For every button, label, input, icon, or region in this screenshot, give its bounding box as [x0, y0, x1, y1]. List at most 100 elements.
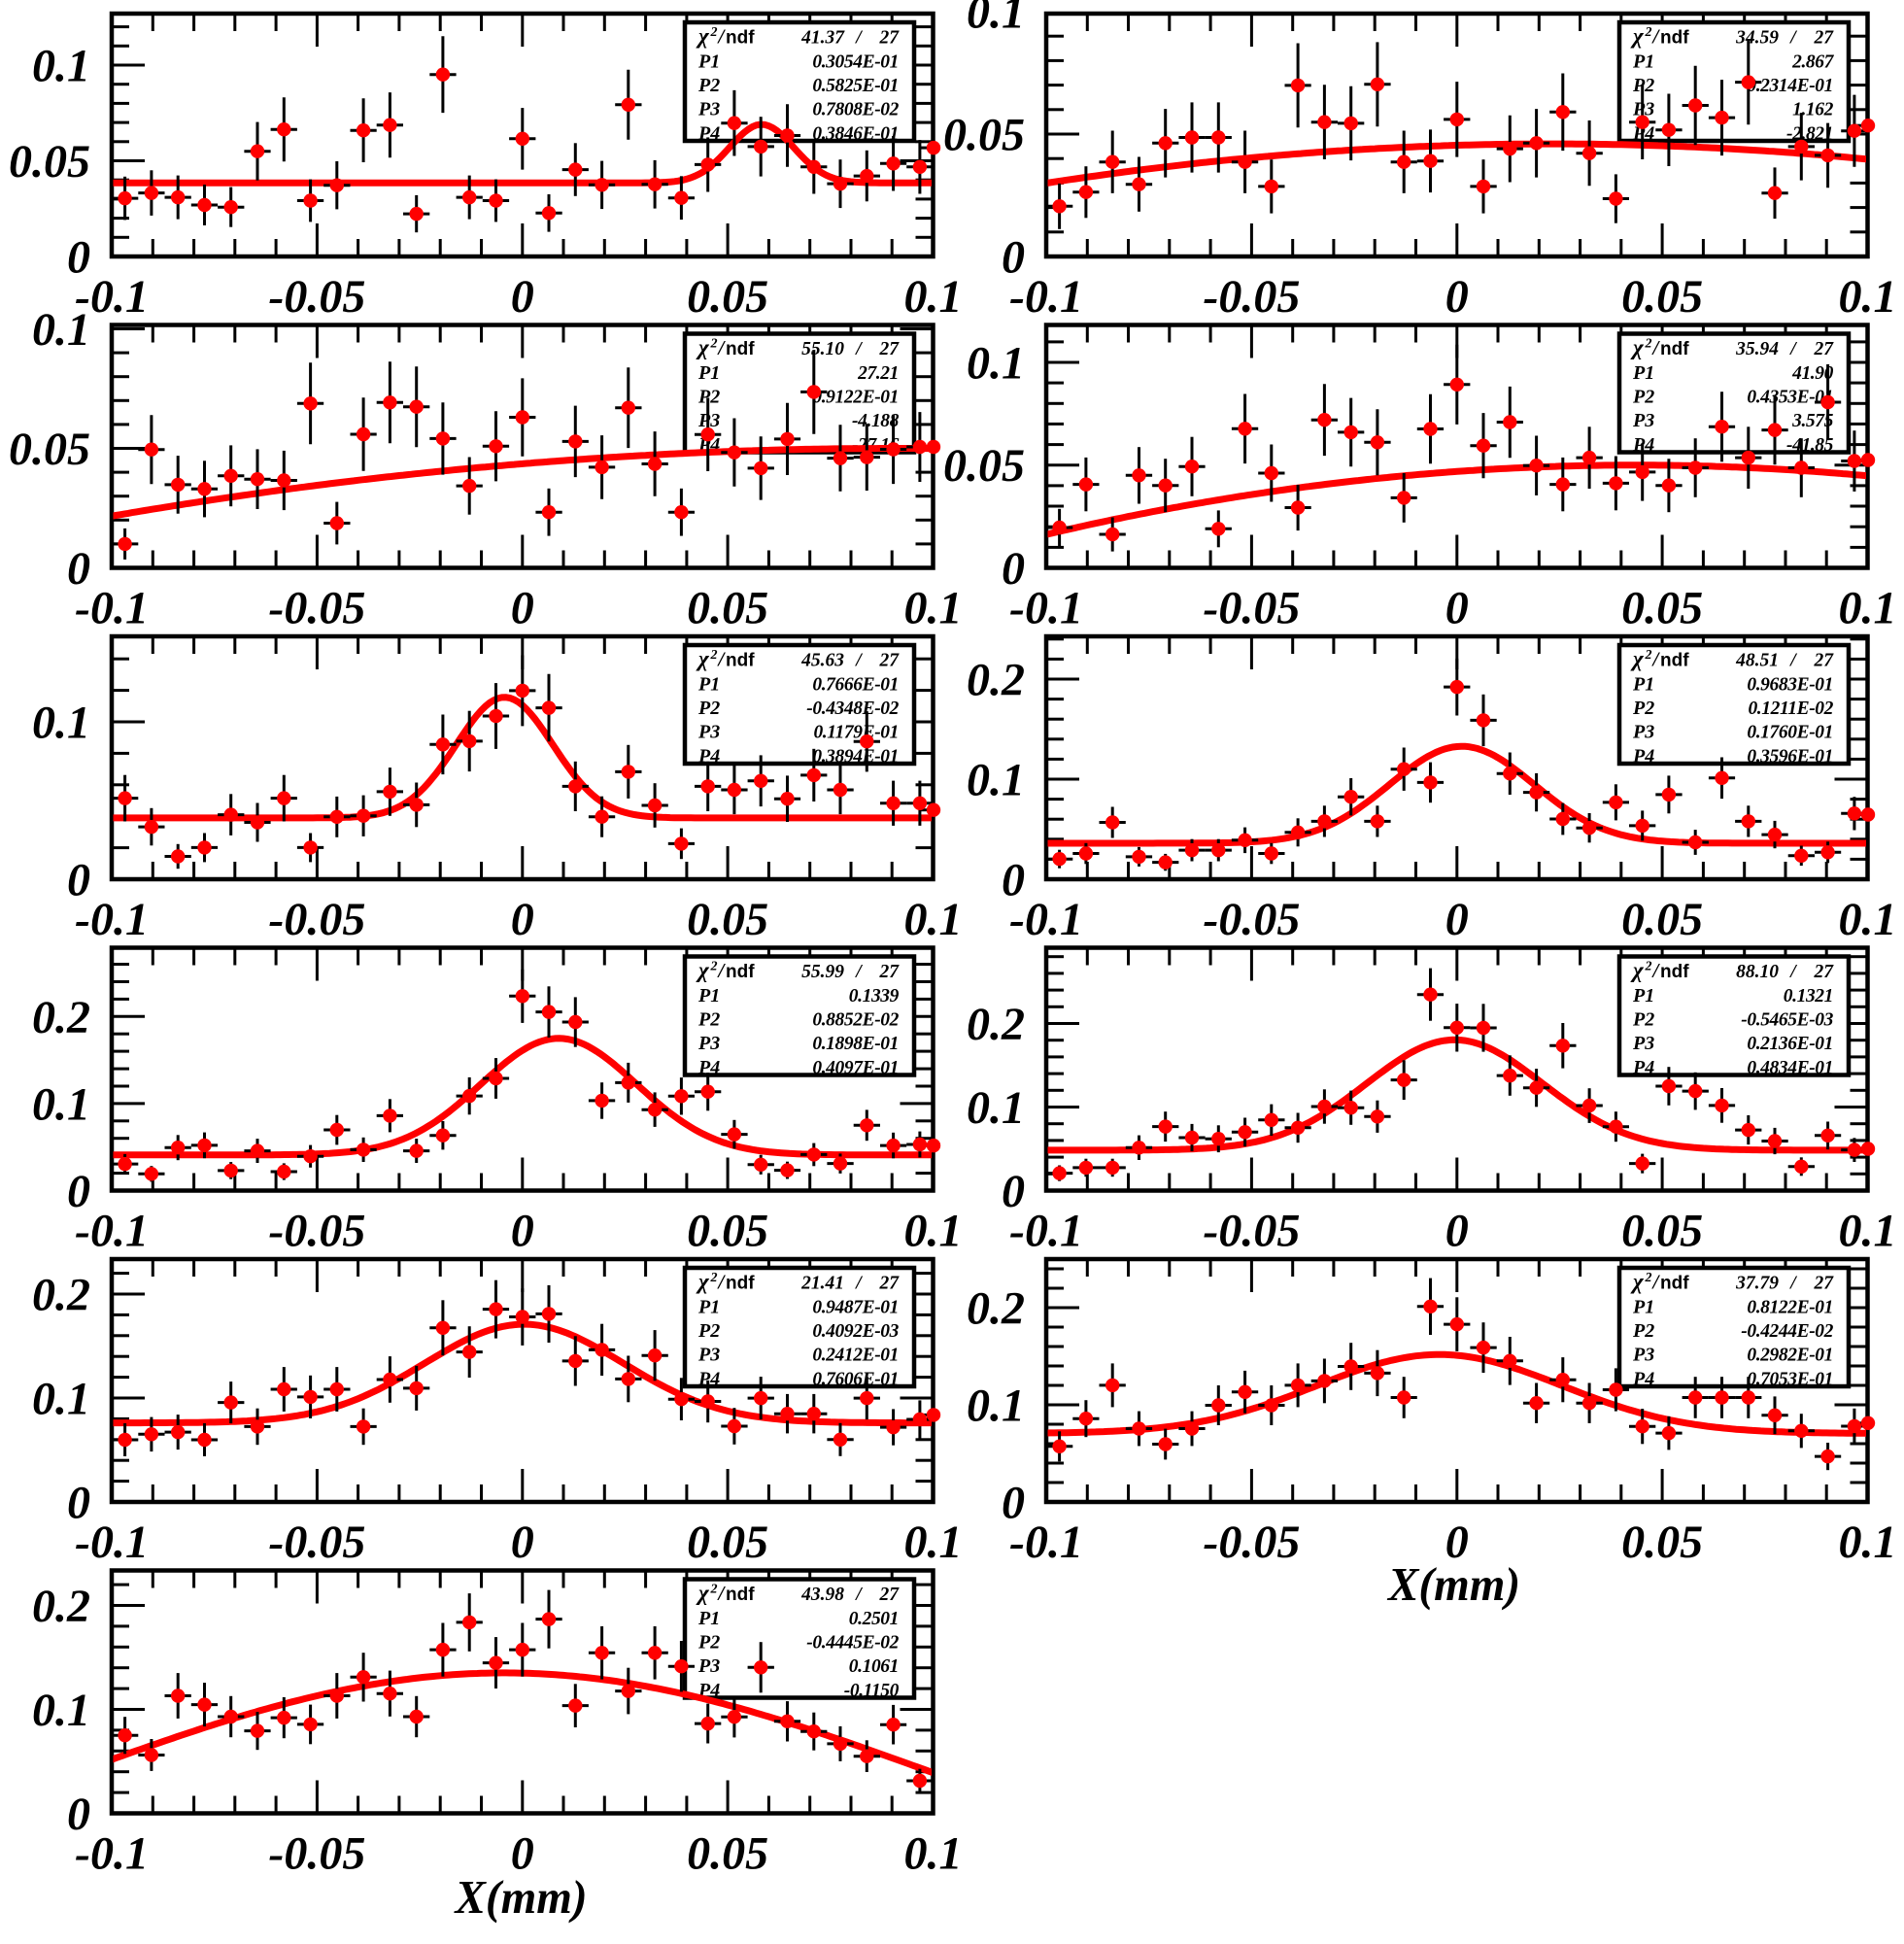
svg-text:55.99: 55.99	[801, 962, 844, 982]
svg-text:P1: P1	[697, 1296, 720, 1317]
svg-text:P4: P4	[1632, 745, 1654, 767]
svg-text:-0.5465E-03: -0.5465E-03	[1741, 1010, 1833, 1031]
svg-text:P2: P2	[1632, 698, 1654, 719]
svg-text:ndf: ndf	[726, 28, 755, 49]
svg-text:0: 0	[511, 1517, 534, 1568]
svg-text:0.1: 0.1	[904, 894, 963, 945]
svg-text:/: /	[854, 651, 863, 671]
svg-text:35.94: 35.94	[1735, 339, 1779, 359]
svg-text:27: 27	[1814, 1274, 1835, 1294]
svg-text:/: /	[1788, 28, 1797, 49]
svg-text:0.2: 0.2	[967, 655, 1025, 706]
svg-text:ndf: ndf	[1660, 28, 1689, 49]
svg-text:0.2: 0.2	[32, 992, 90, 1043]
svg-text:2: 2	[710, 1583, 718, 1597]
svg-text:0.2: 0.2	[967, 1283, 1025, 1335]
svg-text:0.05: 0.05	[687, 583, 768, 634]
svg-text:37.79: 37.79	[1735, 1274, 1779, 1294]
svg-text:0: 0	[1002, 1166, 1025, 1217]
svg-text:-0.4445E-02: -0.4445E-02	[806, 1633, 899, 1654]
svg-text:0.1: 0.1	[1839, 271, 1897, 323]
svg-text:0.2: 0.2	[967, 999, 1025, 1050]
svg-text:P1: P1	[697, 362, 720, 384]
svg-text:0: 0	[1002, 543, 1025, 595]
svg-text:-0.05: -0.05	[1203, 1206, 1300, 1257]
svg-text:0.2501: 0.2501	[849, 1609, 899, 1629]
svg-text:2: 2	[1645, 337, 1652, 352]
svg-text:P1: P1	[1632, 985, 1654, 1006]
svg-text:/: /	[717, 25, 727, 49]
svg-text:0.3596E-01: 0.3596E-01	[1747, 746, 1833, 767]
svg-text:0.3054E-01: 0.3054E-01	[812, 51, 899, 72]
svg-text:0.7666E-01: 0.7666E-01	[812, 674, 899, 695]
svg-text:27: 27	[879, 962, 901, 982]
svg-text:0.05: 0.05	[687, 894, 768, 945]
svg-text:2: 2	[1645, 25, 1652, 40]
svg-text:27: 27	[1814, 962, 1835, 982]
svg-text:0: 0	[511, 271, 534, 323]
svg-text:/: /	[854, 28, 863, 49]
svg-text:-0.1: -0.1	[1009, 271, 1083, 323]
svg-text:-0.1: -0.1	[75, 271, 149, 323]
svg-text:27: 27	[1814, 651, 1835, 671]
svg-text:0.1211E-02: 0.1211E-02	[1748, 699, 1833, 719]
svg-text:1.162: 1.162	[1792, 100, 1834, 120]
svg-text:27: 27	[879, 651, 901, 671]
svg-text:-0.1: -0.1	[75, 583, 149, 634]
svg-text:0.1: 0.1	[1839, 1517, 1897, 1568]
svg-text:-0.1: -0.1	[75, 894, 149, 945]
svg-text:0: 0	[511, 583, 534, 634]
svg-text:P2: P2	[697, 1632, 720, 1654]
svg-text:P3: P3	[697, 722, 720, 743]
svg-text:/: /	[854, 962, 863, 982]
svg-text:χ: χ	[1630, 1270, 1645, 1294]
svg-text:27: 27	[879, 339, 901, 359]
svg-text:P1: P1	[697, 51, 720, 72]
svg-text:0.1: 0.1	[1839, 583, 1897, 634]
svg-text:0: 0	[1445, 583, 1469, 634]
svg-text:P2: P2	[697, 387, 720, 408]
svg-text:-0.05: -0.05	[1203, 271, 1300, 323]
svg-text:/: /	[1788, 1274, 1797, 1294]
svg-text:0: 0	[1445, 1206, 1469, 1257]
svg-text:0.1: 0.1	[904, 583, 963, 634]
svg-text:/: /	[1651, 959, 1661, 982]
svg-text:0.1: 0.1	[967, 338, 1025, 390]
svg-text:0.1339: 0.1339	[849, 986, 900, 1006]
svg-text:/: /	[1788, 651, 1797, 671]
svg-text:0.7053E-01: 0.7053E-01	[1747, 1369, 1833, 1389]
svg-text:/: /	[717, 648, 727, 671]
svg-text:2: 2	[710, 648, 718, 663]
svg-text:0.4092E-03: 0.4092E-03	[812, 1321, 899, 1342]
svg-text:0.1: 0.1	[967, 0, 1025, 39]
svg-text:P1: P1	[1632, 362, 1654, 384]
svg-text:0: 0	[1445, 894, 1469, 945]
svg-text:-0.05: -0.05	[1203, 583, 1300, 634]
svg-text:P2: P2	[697, 75, 720, 96]
svg-text:P3: P3	[1632, 1033, 1654, 1054]
svg-text:-0.1: -0.1	[1009, 583, 1083, 634]
svg-text:χ: χ	[1630, 24, 1645, 49]
svg-text:-0.05: -0.05	[268, 1517, 365, 1568]
svg-text:/: /	[1651, 648, 1661, 671]
svg-text:-0.05: -0.05	[268, 894, 365, 945]
svg-text:0.1: 0.1	[1839, 894, 1897, 945]
svg-text:0.9683E-01: 0.9683E-01	[1747, 674, 1833, 695]
svg-text:-0.1: -0.1	[75, 1206, 149, 1257]
svg-text:X(mm): X(mm)	[1386, 1557, 1520, 1611]
svg-text:0.05: 0.05	[687, 1517, 768, 1568]
svg-text:-0.05: -0.05	[268, 271, 365, 323]
svg-text:55.10: 55.10	[801, 339, 844, 359]
svg-text:27: 27	[879, 1585, 901, 1605]
svg-text:0.1: 0.1	[967, 1381, 1025, 1432]
svg-text:0.9487E-01: 0.9487E-01	[812, 1297, 899, 1317]
svg-text:ndf: ndf	[1660, 1274, 1689, 1294]
svg-text:/: /	[717, 1582, 727, 1605]
svg-text:P4: P4	[697, 1368, 720, 1389]
svg-text:27: 27	[1814, 28, 1835, 49]
svg-text:-0.1: -0.1	[75, 1828, 149, 1880]
svg-text:0.8852E-02: 0.8852E-02	[812, 1010, 899, 1031]
svg-text:P4: P4	[697, 122, 720, 144]
svg-text:/: /	[717, 959, 727, 982]
svg-text:ndf: ndf	[726, 339, 755, 359]
